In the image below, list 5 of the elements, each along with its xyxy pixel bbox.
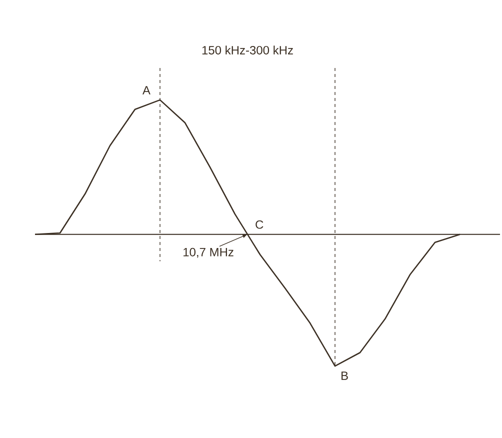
text: 150 kHz-300 kHz (202, 46, 293, 54)
text: B (342, 372, 348, 380)
annotation: C (256, 220, 264, 229)
annotation: 10,7 MHz (184, 248, 234, 258)
text: A (142, 86, 150, 94)
